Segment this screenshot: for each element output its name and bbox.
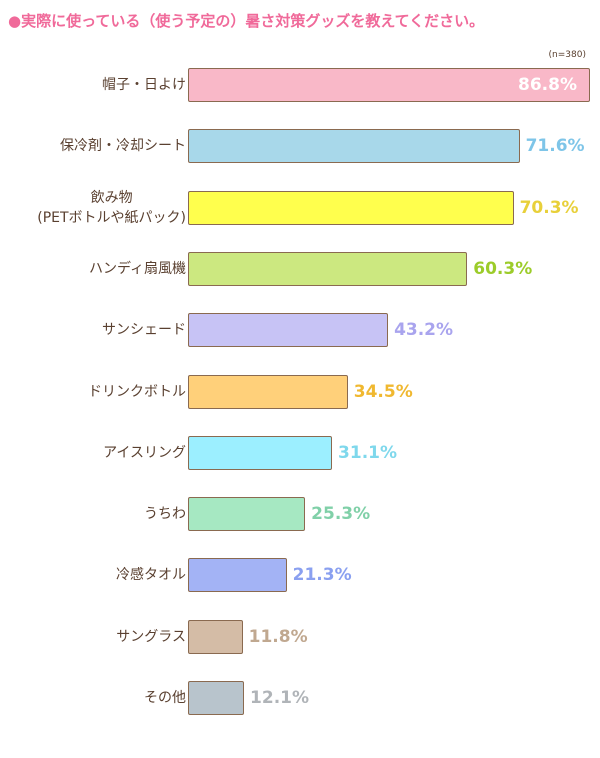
category-label: 帽子・日よけ [102, 77, 186, 93]
category-label: ハンディ扇風機 [88, 260, 186, 277]
value-label: 11.8% [248, 626, 308, 647]
value-label: 12.1% [250, 688, 310, 708]
value-label: 43.2% [394, 320, 454, 341]
bar [188, 435, 333, 470]
value-label: 31.1% [338, 442, 398, 463]
bar [188, 190, 514, 225]
category-label: サンシェード [102, 322, 186, 339]
value-label: 34.5% [353, 381, 413, 402]
bar [188, 681, 245, 715]
bar [188, 129, 520, 164]
value-label: 71.6% [525, 136, 585, 157]
category-label: ドリンクボトル [88, 383, 186, 400]
bar [188, 619, 243, 654]
bar [188, 497, 306, 532]
value-label: 25.3% [311, 504, 371, 525]
category-label: 保冷剤・冷却シート [60, 138, 186, 155]
value-label: 86.8% [518, 75, 577, 95]
category-label: 冷感タオル [116, 567, 186, 584]
category-label: 飲み物 (PETボトルや紙パック) [37, 189, 186, 226]
value-label: 70.3% [519, 197, 579, 218]
category-label: その他 [144, 690, 186, 706]
value-label: 60.3% [473, 258, 533, 279]
bar [188, 558, 287, 593]
bar [188, 251, 468, 286]
category-label: サングラス [116, 628, 186, 645]
chart-title: ●実際に使っている（使う予定の）暑さ対策グッズを教えてください。 [8, 12, 485, 30]
bar [188, 68, 590, 102]
category-label: アイスリング [103, 444, 186, 461]
bar [188, 313, 389, 348]
category-label: うちわ [144, 506, 186, 523]
value-label: 21.3% [292, 565, 352, 586]
sample-note: (n=380) [548, 50, 586, 60]
bar [188, 374, 348, 409]
